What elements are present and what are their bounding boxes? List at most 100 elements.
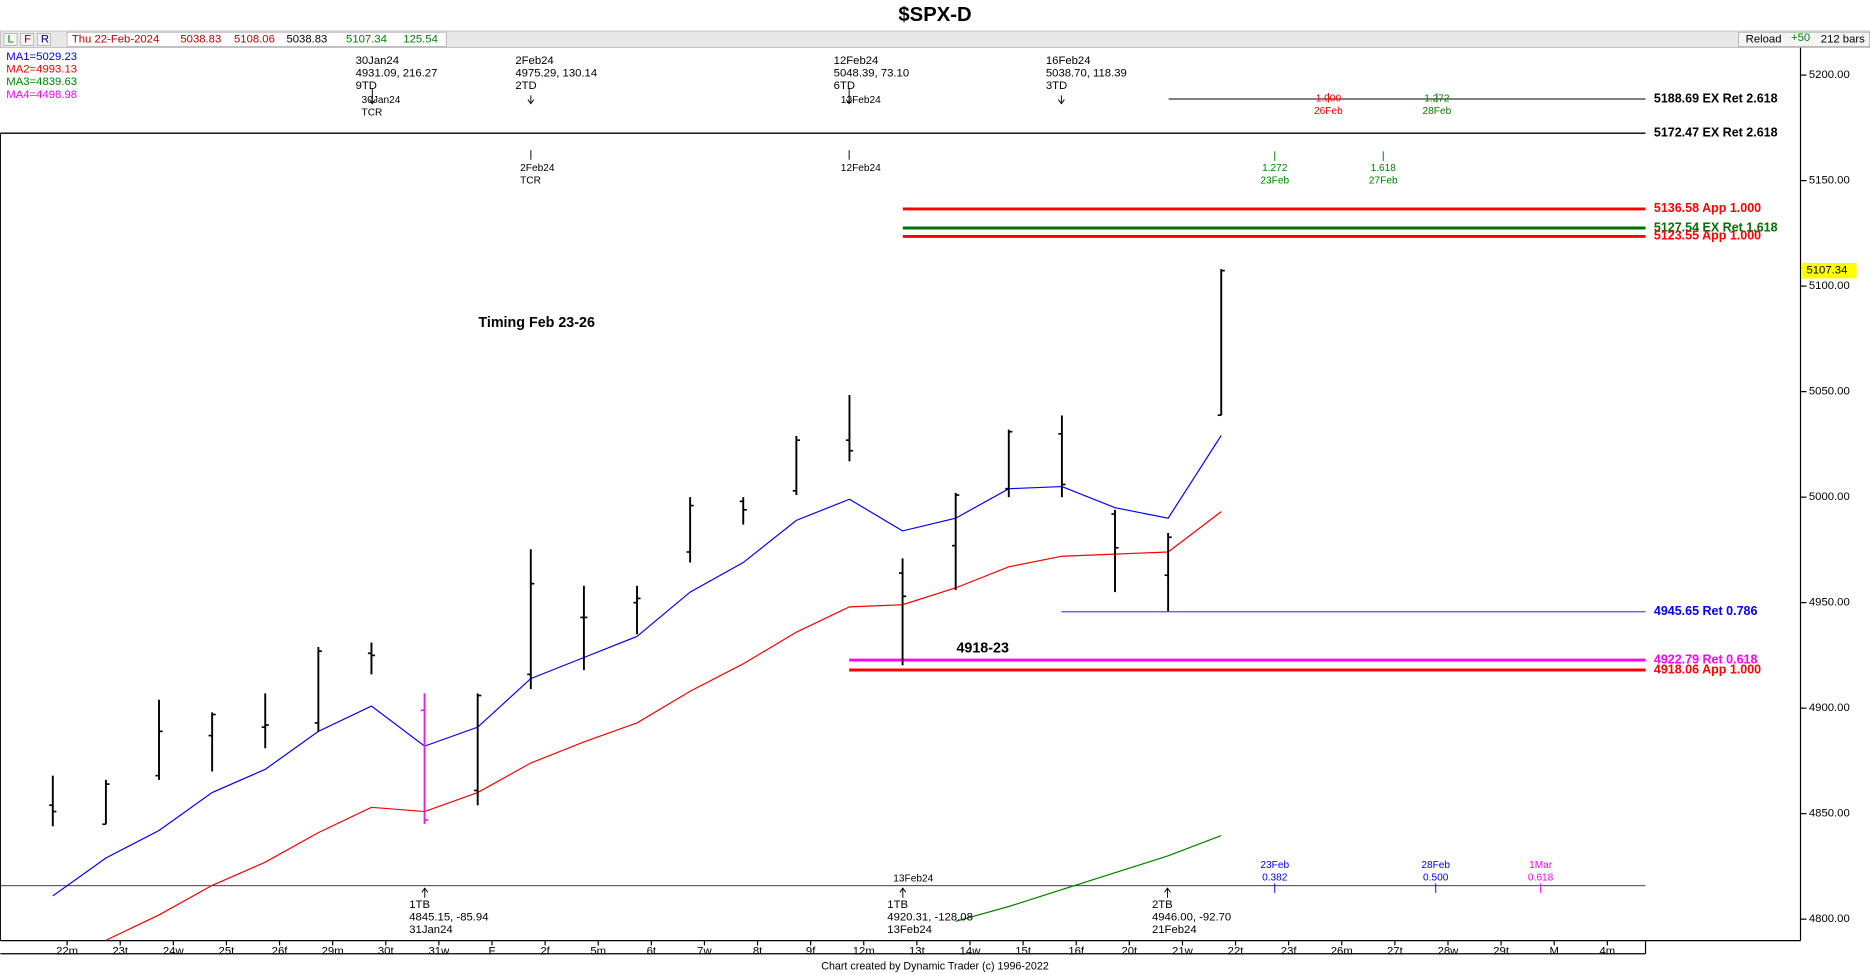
toolbar-button[interactable]: F bbox=[24, 33, 31, 45]
quote-value: 5038.83 bbox=[286, 33, 327, 45]
x-tick-label: 7w bbox=[697, 945, 712, 957]
x-tick-label: 12m bbox=[853, 945, 875, 957]
pivot-low-label: 13Feb24 bbox=[887, 924, 932, 936]
level-label: 5127.54 EX Ret 1.618 bbox=[1654, 220, 1778, 234]
x-tick-label: 27t bbox=[1387, 945, 1404, 957]
x-tick-label: 20t bbox=[1121, 945, 1138, 957]
y-tick-label: 5000.00 bbox=[1809, 491, 1850, 503]
pivot-label: 4975.29, 130.14 bbox=[515, 67, 597, 79]
pivot-low-label: 21Feb24 bbox=[1152, 924, 1197, 936]
x-tick-label: 26m bbox=[1331, 945, 1353, 957]
x-tick-label: 22t bbox=[1228, 945, 1245, 957]
time-target: 1.618 bbox=[1371, 163, 1397, 174]
x-tick-label: 9f bbox=[806, 945, 816, 957]
ma-legend: MA1=5029.23 bbox=[6, 51, 77, 63]
toolbar-button-box bbox=[20, 33, 35, 46]
cycle-label: 12Feb24 bbox=[841, 95, 881, 106]
x-tick-label: 24w bbox=[163, 945, 185, 957]
level-label: 5188.69 EX Ret 2.618 bbox=[1654, 91, 1778, 105]
x-tick-label: 15t bbox=[1015, 945, 1032, 957]
pivot-arrow bbox=[421, 887, 429, 898]
time-target: 1.272 bbox=[1262, 163, 1288, 174]
level-label: 4945.65 Ret 0.786 bbox=[1654, 604, 1758, 618]
pivot-low-label: 4946.00, -92.70 bbox=[1152, 911, 1231, 923]
toolbar-button[interactable]: L bbox=[7, 33, 13, 45]
quote-value: 125.54 bbox=[403, 33, 438, 45]
x-tick-label: 23f bbox=[1281, 945, 1298, 957]
time-target: 1Mar bbox=[1529, 860, 1553, 871]
time-target: 0.500 bbox=[1423, 873, 1449, 884]
x-tick-label: 21w bbox=[1172, 945, 1194, 957]
last-price-box bbox=[1801, 262, 1857, 279]
x-tick-label: 23t bbox=[112, 945, 129, 957]
x-tick-label: 22m bbox=[56, 945, 78, 957]
footer: Chart created by Dynamic Trader (c) 1996… bbox=[821, 961, 1049, 973]
pivot-label: 2TD bbox=[515, 80, 536, 92]
cycle-label: 2Feb24 bbox=[520, 163, 555, 174]
cycle-label: 30Jan24 bbox=[362, 95, 401, 106]
time-target: 0.382 bbox=[1262, 873, 1288, 884]
cycle-label: TCR bbox=[520, 175, 541, 186]
pivot-low-label: 4920.31, -128.08 bbox=[887, 911, 973, 923]
y-tick-label: 4850.00 bbox=[1809, 808, 1850, 820]
pivot-low-label: 1TB bbox=[887, 899, 908, 911]
chart-title: $SPX-D bbox=[898, 4, 971, 26]
pivot-low-label: 1TB bbox=[409, 899, 430, 911]
x-tick-label: 31w bbox=[428, 945, 450, 957]
x-tick-label: 14w bbox=[960, 945, 982, 957]
x-tick-label: 4m bbox=[1599, 945, 1615, 957]
x-tick-label: 5m bbox=[590, 945, 606, 957]
pivot-label: 5038.70, 118.39 bbox=[1046, 67, 1127, 79]
pivot-arrow bbox=[1058, 95, 1065, 105]
date: Thu 22-Feb-2024 bbox=[72, 33, 159, 45]
y-tick-label: 5150.00 bbox=[1809, 175, 1850, 187]
x-tick-label: 6t bbox=[647, 945, 657, 957]
quote-value: 5107.34 bbox=[346, 33, 387, 45]
pivot-label: 9TD bbox=[356, 80, 377, 92]
toolbar-button-box bbox=[3, 33, 18, 46]
pivot-low-label: 2TB bbox=[1152, 899, 1173, 911]
x-tick-label: 13t bbox=[909, 945, 926, 957]
quote-box bbox=[66, 31, 447, 47]
last-price-label: 5107.34 bbox=[1806, 265, 1847, 277]
x-tick-label: F bbox=[489, 945, 496, 957]
ma-legend: MA3=4839.63 bbox=[6, 76, 77, 88]
x-tick-label: 25t bbox=[219, 945, 236, 957]
x-tick-label: 30t bbox=[378, 945, 395, 957]
pivot-label: 30Jan24 bbox=[356, 55, 399, 67]
ma-line bbox=[52, 435, 1222, 897]
x-tick-label: 28w bbox=[1438, 945, 1460, 957]
level-label: 5136.58 App 1.000 bbox=[1654, 201, 1761, 215]
pivot-low-label: 31Jan24 bbox=[409, 924, 452, 936]
cycle-label: 12Feb24 bbox=[841, 163, 881, 174]
toolbar-button[interactable]: R bbox=[41, 33, 49, 45]
pivot-label: 3TD bbox=[1046, 80, 1067, 92]
pivot-label: 5048.39, 73.10 bbox=[834, 67, 910, 79]
pivot-arrow bbox=[527, 95, 535, 105]
annotation: 4918-23 bbox=[956, 640, 1009, 656]
ma-legend: MA4=4498.98 bbox=[6, 89, 77, 101]
cycle-label: TCR bbox=[362, 107, 383, 118]
quote-value: 5108.06 bbox=[234, 33, 275, 45]
level-label: 5123.55 App 1.000 bbox=[1654, 229, 1761, 243]
time-target: 27Feb bbox=[1369, 175, 1398, 186]
y-tick-label: 5200.00 bbox=[1809, 69, 1850, 81]
ma-legend: MA2=4993.13 bbox=[6, 64, 77, 76]
time-target: 0.618 bbox=[1528, 873, 1554, 884]
y-tick-label: 4800.00 bbox=[1809, 913, 1850, 925]
y-tick-label: 5100.00 bbox=[1809, 280, 1850, 292]
bar-count: 212 bars bbox=[1821, 33, 1865, 45]
reload-button[interactable]: Reload bbox=[1746, 33, 1782, 45]
pivot-arrow bbox=[1164, 887, 1171, 898]
y-tick-label: 5050.00 bbox=[1809, 386, 1850, 398]
x-tick-label: 2f bbox=[540, 945, 550, 957]
time-target: 23Feb bbox=[1260, 860, 1289, 871]
pivot-label: 16Feb24 bbox=[1046, 55, 1091, 67]
quote-value: 5038.83 bbox=[180, 33, 221, 45]
pivot-label: 2Feb24 bbox=[515, 55, 553, 67]
step[interactable]: +50 bbox=[1791, 32, 1810, 44]
pivot-label: 4931.09, 216.27 bbox=[356, 67, 438, 79]
y-tick-label: 4950.00 bbox=[1809, 597, 1850, 609]
pivot-label: 6TD bbox=[834, 80, 855, 92]
